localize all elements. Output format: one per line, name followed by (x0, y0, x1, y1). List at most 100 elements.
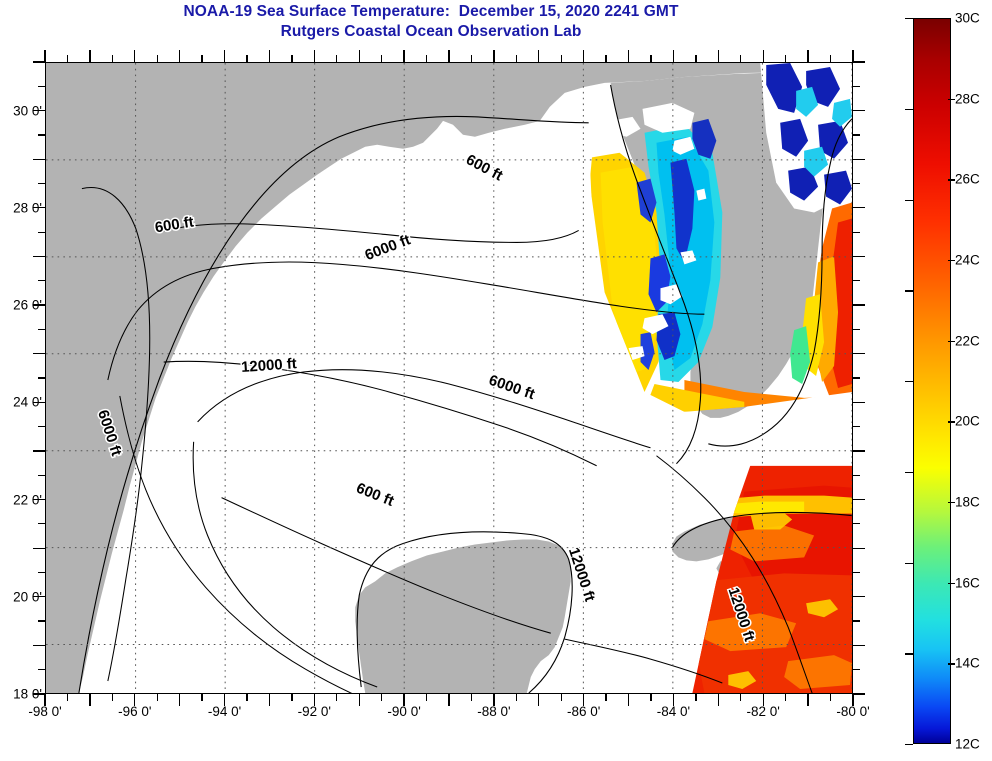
y-tick-right-major (853, 693, 865, 695)
x-tick-top-minor (425, 55, 428, 62)
y-tick-major (33, 109, 45, 112)
colorbar-label-celsius: 14C (955, 655, 980, 671)
colorbar-tick-celsius (948, 502, 955, 504)
y-tick-major (33, 353, 45, 355)
colorbar-tick-celsius (948, 421, 955, 423)
x-tick-major (717, 694, 719, 706)
x-tick-major (493, 694, 495, 706)
sst-colorbar[interactable] (913, 18, 951, 744)
colorbar-tick-fahrenheit (905, 18, 913, 20)
x-axis-tick-label: -86 0' (566, 704, 601, 719)
y-tick-minor (38, 425, 45, 428)
y-tick-right-major (853, 255, 865, 258)
colorbar-label-celsius: 24C (955, 252, 980, 268)
colorbar-tick-celsius (948, 179, 955, 181)
y-tick-major (33, 255, 45, 258)
x-tick-top-minor (785, 55, 787, 62)
x-tick-top-major (134, 50, 136, 62)
colorbar-tick-fahrenheit (905, 108, 913, 111)
x-tick-major (762, 694, 764, 706)
y-tick-major (33, 450, 45, 452)
x-tick-major (538, 694, 540, 706)
cloud-mask-north (610, 102, 707, 361)
y-axis-tick-label: 26 0' (13, 297, 42, 313)
y-tick-major (33, 498, 45, 501)
x-axis-tick-label: -92 0' (297, 704, 332, 719)
y-tick-minor (38, 669, 45, 671)
y-tick-minor (38, 571, 45, 574)
x-tick-top-major (538, 50, 540, 62)
land-usa-gulf-coast (46, 63, 852, 693)
y-tick-right-major (853, 61, 865, 63)
x-tick-major (179, 694, 181, 706)
y-tick-minor (38, 523, 45, 525)
y-tick-major (33, 596, 45, 598)
x-tick-minor (66, 694, 69, 701)
x-tick-top-minor (381, 55, 383, 62)
colorbar-label-celsius: 30C (955, 10, 980, 26)
x-tick-top-major (268, 50, 271, 62)
y-tick-right-minor (853, 377, 860, 379)
y-tick-right-minor (853, 134, 860, 136)
y-tick-major (33, 644, 45, 647)
colorbar-label-celsius: 12C (955, 736, 980, 752)
x-tick-top-minor (470, 55, 473, 62)
y-tick-right-major (853, 450, 865, 452)
x-tick-major (44, 694, 46, 706)
x-tick-top-minor (336, 55, 338, 62)
colorbar-tick-celsius (948, 663, 955, 665)
x-tick-top-major (179, 50, 181, 62)
colorbar-label-celsius: 16C (955, 575, 980, 591)
colorbar-tick-fahrenheit (905, 199, 913, 201)
contour-12000ft (192, 369, 813, 693)
x-axis-tick-label: -98 0' (28, 704, 62, 719)
y-tick-right-major (853, 401, 865, 403)
colorbar-tick-fahrenheit (905, 653, 913, 655)
x-tick-top-major (627, 50, 630, 62)
x-tick-top-minor (246, 55, 248, 62)
x-tick-top-minor (650, 55, 652, 62)
sst-map-plot[interactable]: 600 ft 600 ft 600 ft 6000 ft 6000 ft 600… (45, 62, 853, 694)
x-tick-top-minor (740, 55, 742, 62)
y-tick-right-minor (853, 182, 860, 185)
bathymetry-contours (81, 187, 813, 693)
y-tick-right-major (853, 644, 865, 647)
x-tick-top-major (44, 50, 46, 62)
x-tick-major (448, 694, 450, 706)
x-tick-major (672, 694, 675, 706)
colorbar-tick-fahrenheit (905, 744, 913, 746)
x-axis-tick-label: -88 0' (477, 704, 511, 719)
y-tick-major (33, 401, 45, 403)
x-tick-top-major (672, 50, 675, 62)
x-tick-major (403, 694, 405, 706)
y-tick-major (33, 547, 45, 549)
x-tick-top-major (448, 50, 450, 62)
y-tick-major (33, 207, 45, 209)
coastline-outlines (78, 84, 852, 693)
colorbar-tick-celsius (948, 260, 955, 262)
colorbar-tick-celsius (948, 340, 955, 343)
x-tick-top-minor (829, 55, 832, 62)
x-axis-tick-label: -84 0' (656, 704, 691, 719)
colorbar-tick-fahrenheit (905, 290, 913, 292)
colorbar-tick-fahrenheit (905, 562, 913, 564)
x-tick-minor (829, 694, 832, 701)
y-tick-major (33, 61, 45, 63)
x-tick-minor (695, 694, 697, 701)
x-tick-top-major (583, 50, 585, 62)
y-axis-tick-label: 24 0' (13, 394, 42, 410)
x-tick-top-minor (66, 55, 69, 62)
y-tick-minor (38, 134, 45, 136)
page-title: NOAA-19 Sea Surface Temperature: Decembe… (183, 3, 679, 20)
x-tick-minor (470, 694, 473, 701)
x-tick-minor (515, 694, 517, 701)
x-tick-major (268, 694, 271, 706)
y-tick-minor (38, 280, 45, 282)
chart-subtitle: Rutgers Coastal Ocean Observation Lab (280, 23, 582, 40)
land-yucatan-peninsula (355, 539, 571, 693)
colorbar-tick-fahrenheit (905, 471, 913, 474)
y-tick-minor (38, 231, 45, 233)
x-tick-major (134, 694, 136, 706)
x-tick-minor (740, 694, 742, 701)
x-tick-top-major (852, 50, 854, 62)
